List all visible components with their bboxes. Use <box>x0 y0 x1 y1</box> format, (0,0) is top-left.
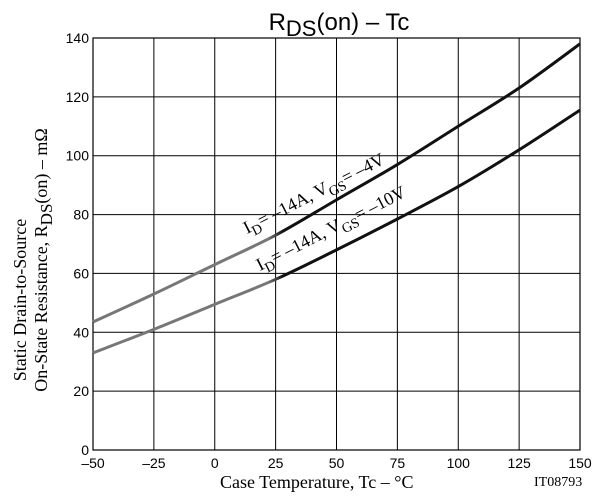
series-line-2 <box>92 108 581 355</box>
grid-lines <box>93 38 580 450</box>
y-tick-label: 120 <box>66 89 90 105</box>
y-tick-label: 40 <box>73 324 89 340</box>
y-axis-label-line2: On-State Resistance, RDS(on) – mΩ <box>31 128 56 392</box>
x-axis-label: Case Temperature, Tc – °C <box>220 472 413 492</box>
x-tick-label: –25 <box>142 455 166 471</box>
x-tick-label: 25 <box>268 455 284 471</box>
y-tick-labels: 0 20 40 60 80 100 120 140 <box>66 30 90 458</box>
y-tick-label: 20 <box>73 383 89 399</box>
x-tick-label: 150 <box>568 455 592 471</box>
x-tick-label: 50 <box>329 455 345 471</box>
y-tick-label: 0 <box>81 442 89 458</box>
series-line-1 <box>92 42 581 324</box>
x-tick-label: 0 <box>211 455 219 471</box>
series-lines <box>92 42 581 355</box>
y-axis-label-line1: Static Drain-to-Source <box>10 219 30 381</box>
plot-frame <box>92 37 581 451</box>
chart-title: RDS(on) – Tc <box>269 9 410 41</box>
x-tick-label: 125 <box>507 455 531 471</box>
figure-id: IT08793 <box>534 475 582 490</box>
x-tick-label: –50 <box>81 455 105 471</box>
x-tick-label: 100 <box>447 455 471 471</box>
x-tick-label: 75 <box>390 455 406 471</box>
y-tick-label: 80 <box>73 207 89 223</box>
y-tick-label: 140 <box>66 30 90 46</box>
y-tick-label: 100 <box>66 148 90 164</box>
x-tick-labels: –50 –25 0 25 50 75 100 125 150 <box>81 455 592 471</box>
y-tick-label: 60 <box>73 265 89 281</box>
